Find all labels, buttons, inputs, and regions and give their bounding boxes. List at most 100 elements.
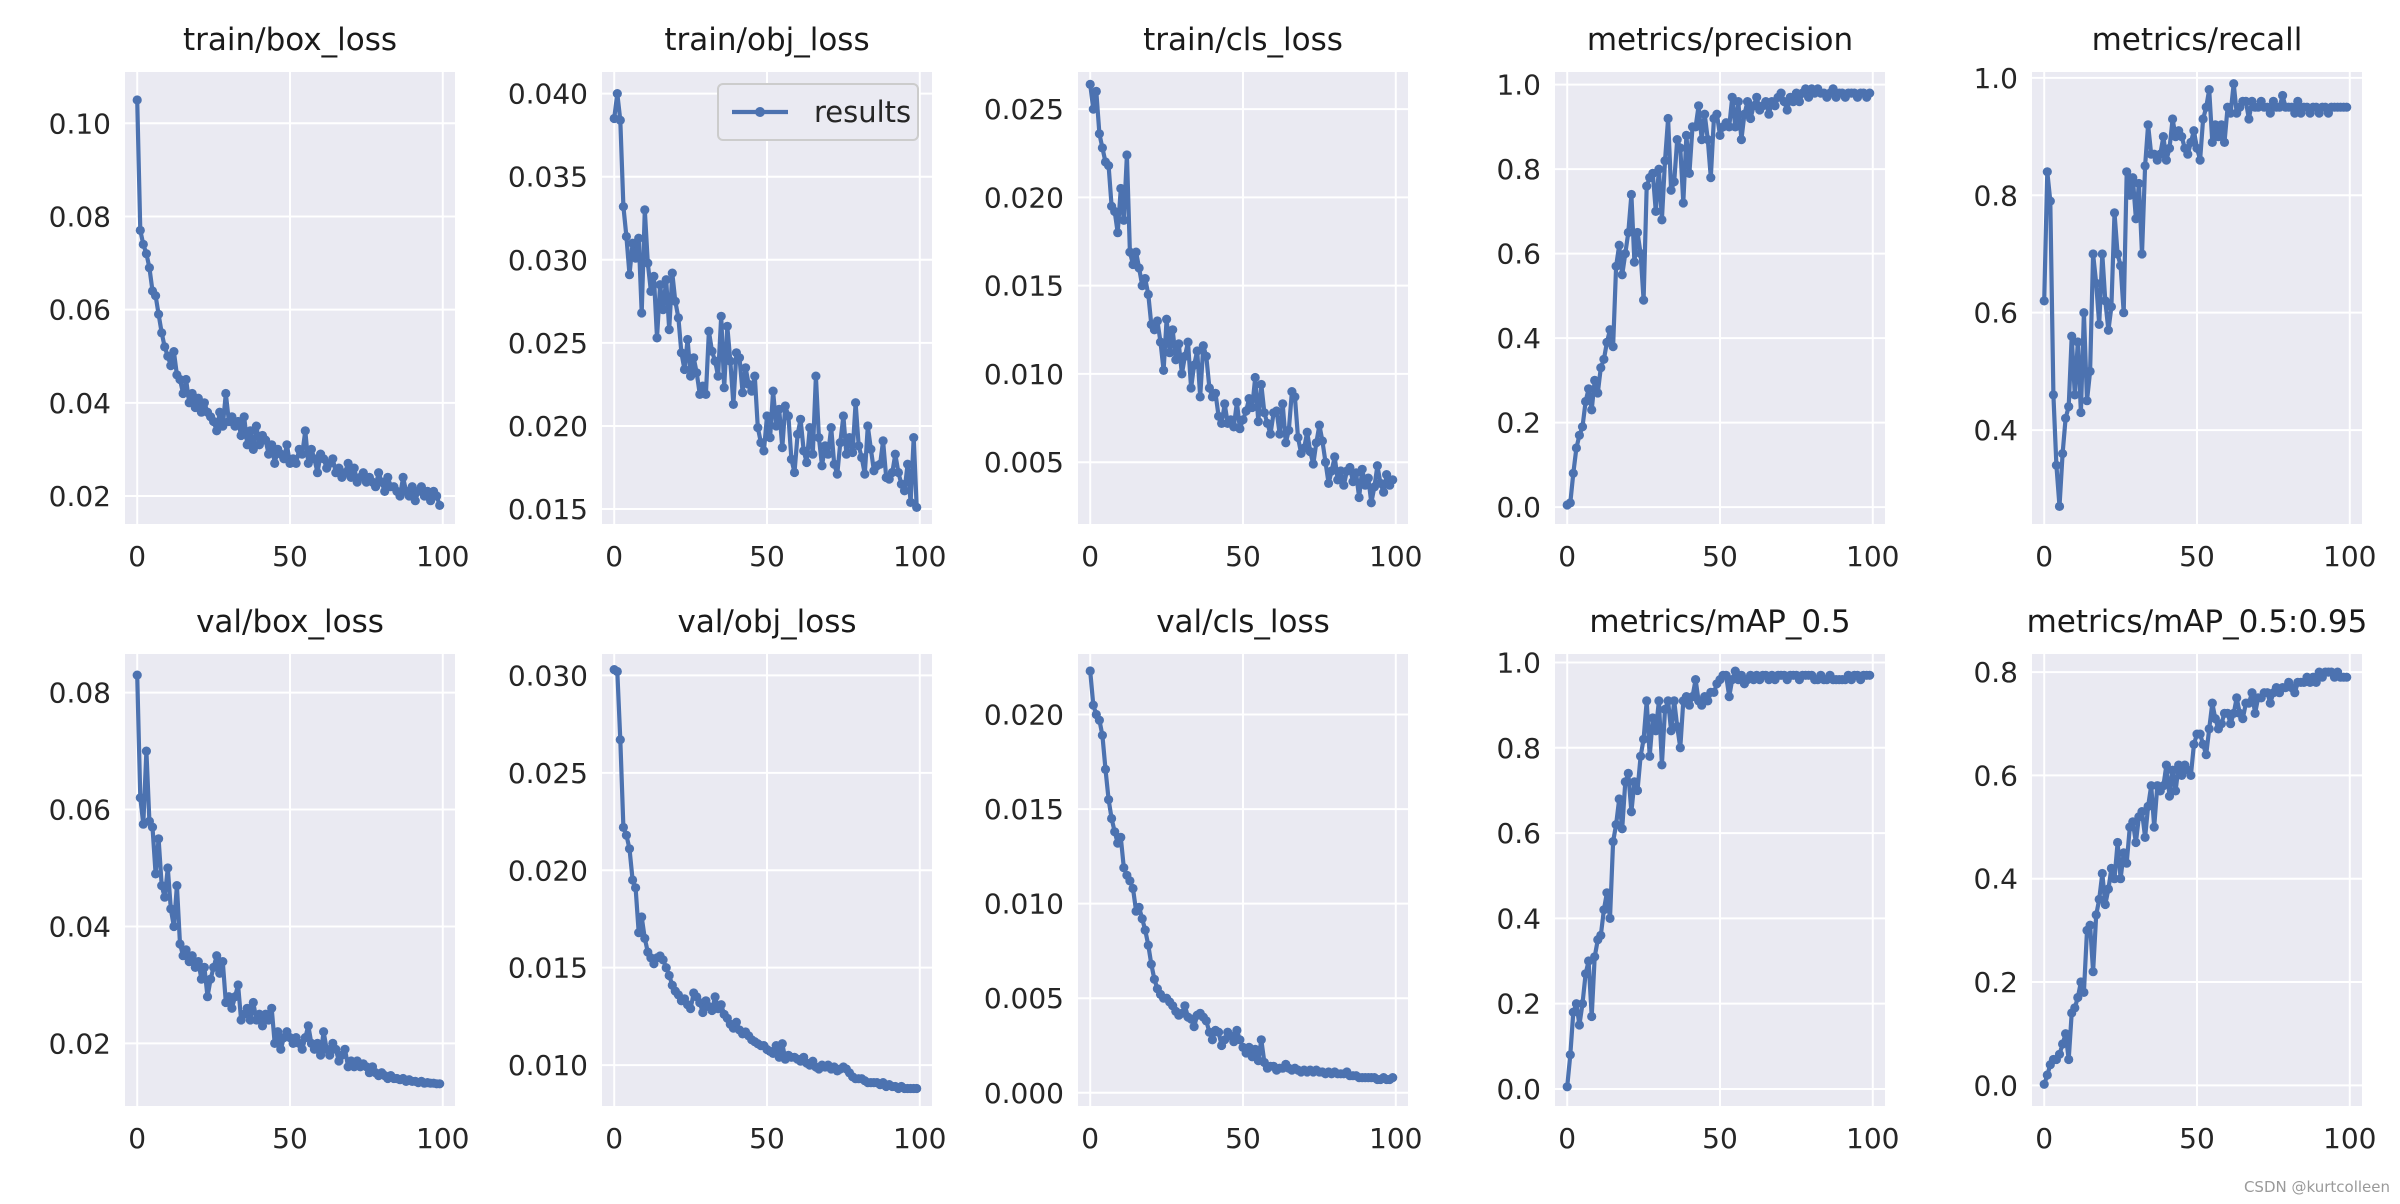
y-tick-label: 0.005 xyxy=(984,446,1064,479)
y-tick-label: 0.015 xyxy=(984,270,1064,303)
data-point xyxy=(2216,120,2226,130)
data-point xyxy=(312,468,323,478)
data-point xyxy=(1110,827,1120,837)
data-point xyxy=(1382,470,1392,480)
data-point xyxy=(1204,383,1214,393)
data-point xyxy=(1375,478,1386,488)
data-point xyxy=(780,401,790,411)
data-point xyxy=(236,430,246,441)
chart-title: metrics/precision xyxy=(1587,22,1853,58)
data-point xyxy=(181,945,191,955)
y-tick-label: 0.015 xyxy=(508,493,588,526)
data-point xyxy=(157,881,167,891)
data-point xyxy=(1712,109,1722,119)
data-point xyxy=(701,389,711,399)
data-point xyxy=(2048,390,2058,400)
data-point xyxy=(2064,1054,2074,1065)
x-tick-label: 100 xyxy=(893,1122,946,1155)
data-point xyxy=(2106,302,2116,312)
data-point xyxy=(704,326,714,336)
y-tick-label: 0.020 xyxy=(508,854,588,887)
x-tick-label: 0 xyxy=(1558,540,1576,573)
x-tick-label: 100 xyxy=(1846,540,1899,573)
data-point xyxy=(1354,492,1364,503)
data-point xyxy=(612,89,622,99)
data-point xyxy=(1201,1016,1211,1026)
data-point xyxy=(1168,325,1178,335)
data-point xyxy=(2113,249,2123,259)
data-point xyxy=(844,433,855,443)
data-point xyxy=(169,347,179,357)
data-point xyxy=(1189,1022,1199,1032)
data-point xyxy=(1091,86,1101,96)
data-point xyxy=(2204,724,2214,734)
data-point xyxy=(2143,801,2153,812)
data-point xyxy=(1232,397,1242,407)
data-point xyxy=(631,883,641,893)
data-point xyxy=(1192,346,1202,356)
data-point xyxy=(698,381,708,391)
data-point xyxy=(814,433,824,443)
data-point xyxy=(147,822,158,832)
data-point xyxy=(316,1050,326,1060)
data-point xyxy=(1155,337,1166,347)
data-point xyxy=(1275,429,1285,439)
data-point xyxy=(1180,351,1190,361)
data-point xyxy=(820,441,830,451)
data-point xyxy=(2216,719,2226,729)
data-point xyxy=(2210,714,2220,724)
data-point xyxy=(151,869,161,879)
data-point xyxy=(300,1033,310,1043)
data-point xyxy=(374,468,384,478)
data-point xyxy=(199,398,209,408)
data-point xyxy=(2076,407,2086,418)
data-point xyxy=(777,443,787,453)
data-point xyxy=(728,399,739,409)
data-point xyxy=(1119,863,1129,873)
data-point xyxy=(664,325,674,335)
x-tick-label: 0 xyxy=(1081,540,1099,573)
data-point xyxy=(1235,424,1245,434)
data-point xyxy=(875,459,885,469)
data-point xyxy=(196,974,206,984)
y-tick-label: 0.8 xyxy=(1973,179,2018,212)
data-point xyxy=(710,992,720,1002)
data-point xyxy=(2232,693,2242,703)
data-point xyxy=(912,1083,922,1094)
data-point xyxy=(673,313,684,323)
data-point xyxy=(1210,388,1221,398)
data-point xyxy=(2079,987,2089,998)
x-tick-label: 0 xyxy=(1081,1122,1099,1155)
data-point xyxy=(1253,417,1263,427)
data-point xyxy=(747,386,757,396)
x-tick-label: 0 xyxy=(2035,1122,2053,1155)
data-point xyxy=(1648,713,1658,723)
data-point xyxy=(1094,715,1104,725)
data-point xyxy=(2113,837,2123,848)
data-point xyxy=(312,1038,323,1048)
data-point xyxy=(1617,824,1627,834)
y-tick-label: 0.08 xyxy=(49,200,111,233)
data-point xyxy=(1651,206,1661,216)
data-point xyxy=(2250,708,2260,719)
y-tick-label: 0.4 xyxy=(1973,863,2018,896)
data-point xyxy=(2265,108,2275,118)
data-point xyxy=(1642,181,1652,191)
data-point xyxy=(631,253,641,263)
data-point xyxy=(2039,1079,2049,1089)
chart-panel-3: 0 50 100 0.005 0.010 0.015 0.020 0.025 train/cls… xyxy=(984,22,1423,573)
data-point xyxy=(1149,325,1159,335)
data-point xyxy=(319,1027,329,1037)
data-point xyxy=(624,270,635,280)
data-point xyxy=(1088,700,1098,710)
data-point xyxy=(2171,786,2181,796)
data-point xyxy=(276,1044,286,1054)
data-point xyxy=(878,436,888,446)
data-point xyxy=(2226,719,2236,729)
chart-title: val/box_loss xyxy=(196,604,384,640)
y-tick-label: 0.6 xyxy=(1496,238,1541,271)
data-point xyxy=(1626,189,1636,200)
data-point xyxy=(789,467,800,478)
data-point xyxy=(1244,394,1254,404)
data-point xyxy=(297,1044,307,1054)
